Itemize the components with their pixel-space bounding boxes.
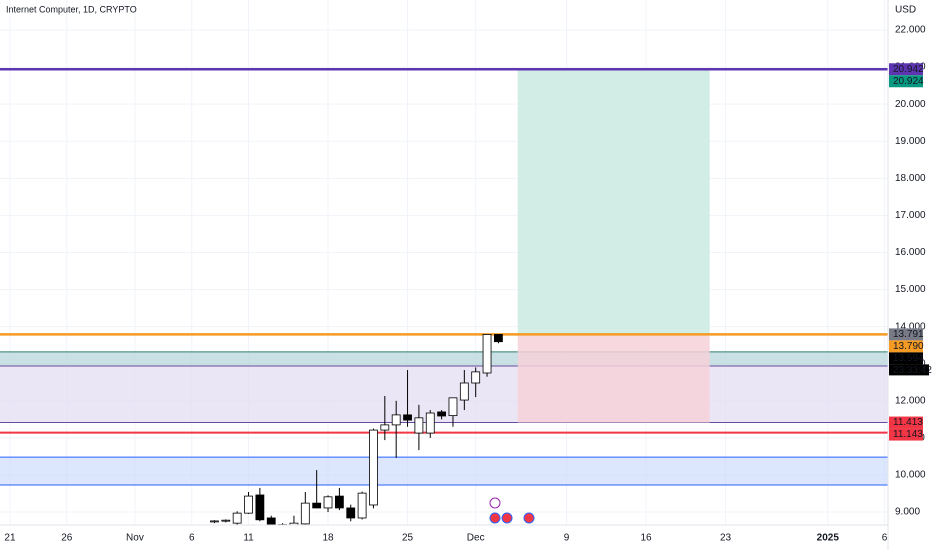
price-badge (889, 63, 923, 76)
currency: USD (895, 5, 916, 16)
x-tick-label: 6 (189, 533, 195, 544)
candle-body (459, 382, 469, 401)
y-tick-label: 14.000 (895, 321, 926, 332)
price-badge-label: 20.942 (893, 64, 924, 75)
candle-body (323, 496, 333, 509)
price-badge (889, 428, 923, 441)
candle-body (425, 412, 435, 434)
x-tick-label: 16 (641, 533, 653, 544)
price-badge (889, 75, 923, 88)
candle-body (300, 502, 310, 525)
price-badge-label: 11.143 (893, 429, 923, 440)
candle-body (346, 507, 356, 519)
candle-body (266, 517, 276, 525)
candle-body (221, 519, 231, 522)
x-tick-label: 21 (4, 533, 16, 544)
x-tick-label: 9 (564, 533, 570, 544)
candle-body (334, 495, 344, 509)
candle-body (403, 414, 412, 421)
x-tick-label: 23 (720, 533, 732, 544)
y-tick-label: 22.000 (895, 25, 926, 36)
price-badge-label: 13.790 (893, 341, 924, 352)
candle-body (232, 512, 242, 524)
y-tick-label: 10.000 (895, 470, 926, 481)
candle-body (494, 334, 503, 343)
y-tick-label: 18.000 (895, 173, 926, 184)
candle-body (482, 334, 492, 374)
price-badge (889, 416, 923, 429)
candle-body (369, 429, 378, 506)
y-tick-label: 17.000 (895, 210, 926, 221)
candle-body (312, 502, 322, 509)
price-badge-label: 13.594 (893, 353, 924, 364)
candle-body (255, 494, 265, 521)
y-tick-label: 9.000 (895, 507, 920, 518)
y-tick-label: 16.000 (895, 247, 926, 258)
price-badge-label: 20.924 (893, 76, 924, 87)
y-tick-label: 20.000 (895, 99, 926, 110)
price-badge-label: 13.791 (893, 329, 924, 340)
event-icons (489, 497, 535, 524)
y-tick-label: 15.000 (895, 284, 926, 295)
countdown-bg (889, 364, 929, 376)
x-tick-label: 25 (402, 533, 414, 544)
profit-zone (517, 69, 710, 335)
candle-body (244, 495, 253, 514)
chart-title: Internet Computer, 1D, CRYPTO (6, 4, 137, 14)
x-tick-label: Nov (126, 533, 144, 544)
candle-body (437, 411, 447, 417)
zone (0, 351, 888, 366)
candle-body (380, 424, 390, 431)
candle-body (391, 414, 401, 426)
candle-body (357, 492, 367, 519)
x-tick-label: 6 (882, 533, 888, 544)
price-badge (889, 328, 923, 341)
price-badge-label: 11.413 (893, 417, 923, 428)
zone (0, 457, 888, 485)
price-badge (889, 340, 923, 353)
price-badge (889, 352, 923, 365)
countdown: 23:33:42 (893, 365, 932, 376)
candle-body (471, 371, 481, 384)
x-tick-label: 2025 (817, 533, 840, 544)
x-tick-label: 11 (243, 533, 254, 544)
y-tick-label: 12.000 (895, 395, 926, 406)
x-tick-label: Dec (467, 533, 485, 544)
x-tick-label: 26 (61, 533, 73, 544)
candle-body (210, 520, 219, 523)
y-tick-label: 19.000 (895, 136, 926, 147)
candle-body (448, 397, 458, 417)
candle-body (414, 417, 424, 434)
loss-zone (517, 334, 710, 423)
x-tick-label: 18 (322, 533, 334, 544)
plot-area (0, 0, 888, 525)
